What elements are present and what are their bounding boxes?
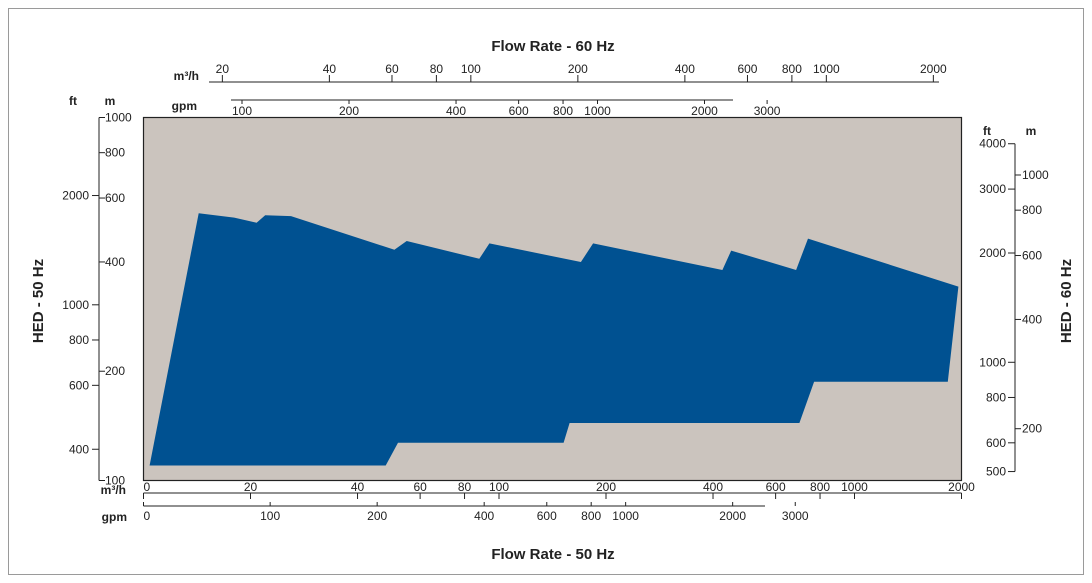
- tick-label-top-m3h-40: 40: [323, 62, 337, 76]
- tick-label-bottom-m3h-80: 80: [458, 480, 472, 494]
- tick-label-right-m-800: 800: [1022, 203, 1042, 217]
- top-m3h-unit-label: m³/h: [174, 69, 199, 83]
- tick-label-left-m-1000: 1000: [105, 111, 132, 125]
- tick-label-right-m-1000: 1000: [1022, 168, 1049, 182]
- tick-label-bottom-m3h-800: 800: [810, 480, 830, 494]
- tick-label-bottom-m3h-20: 20: [244, 480, 258, 494]
- tick-label-right-ft-3000: 3000: [979, 182, 1006, 196]
- tick-label-top-gpm-400: 400: [446, 104, 466, 118]
- chart-frame: Flow Rate - 60 Hz Flow Rate - 50 Hz HED …: [8, 8, 1084, 575]
- tick-label-left-m-200: 200: [105, 364, 125, 378]
- bottom-axis-title: Flow Rate - 50 Hz: [491, 546, 614, 563]
- right-axis-title: HED - 60 Hz: [1058, 259, 1075, 343]
- tick-label-top-gpm-200: 200: [339, 104, 359, 118]
- tick-label-bottom-gpm-400: 400: [474, 509, 494, 523]
- tick-label-left-ft-400: 400: [69, 442, 89, 456]
- tick-label-left-m-400: 400: [105, 255, 125, 269]
- tick-label-left-m-600: 600: [105, 191, 125, 205]
- tick-label-bottom-m3h-40: 40: [351, 480, 365, 494]
- performance-coverage-area: [149, 213, 959, 466]
- tick-label-top-m3h-2000: 2000: [920, 62, 947, 76]
- tick-label-left-m-100: 100: [105, 474, 125, 488]
- tick-label-top-gpm-100: 100: [232, 104, 252, 118]
- tick-label-top-m3h-100: 100: [461, 62, 481, 76]
- pump-performance-chart: Flow Rate - 60 Hz Flow Rate - 50 Hz HED …: [30, 38, 1075, 563]
- tick-label-bottom-gpm-0: 0: [144, 509, 151, 523]
- tick-label-right-ft-600: 600: [986, 436, 1006, 450]
- tick-label-bottom-m3h-400: 400: [703, 480, 723, 494]
- bottom-gpm-unit-label: gpm: [102, 510, 127, 524]
- tick-label-top-gpm-600: 600: [509, 104, 529, 118]
- left-ft-unit-label: ft: [69, 94, 77, 108]
- tick-label-top-gpm-2000: 2000: [691, 104, 718, 118]
- tick-label-left-ft-800: 800: [69, 333, 89, 347]
- tick-label-top-gpm-800: 800: [553, 104, 573, 118]
- tick-label-right-ft-800: 800: [986, 390, 1006, 404]
- tick-label-right-m-600: 600: [1022, 249, 1042, 263]
- tick-label-left-m-800: 800: [105, 146, 125, 160]
- tick-label-bottom-gpm-3000: 3000: [782, 509, 809, 523]
- tick-label-bottom-gpm-2000: 2000: [719, 509, 746, 523]
- tick-label-top-gpm-3000: 3000: [754, 104, 781, 118]
- tick-label-top-m3h-400: 400: [675, 62, 695, 76]
- tick-label-right-m-200: 200: [1022, 422, 1042, 436]
- tick-label-top-m3h-800: 800: [782, 62, 802, 76]
- tick-label-bottom-m3h-600: 600: [766, 480, 786, 494]
- tick-label-top-m3h-200: 200: [568, 62, 588, 76]
- tick-label-bottom-m3h-2000: 2000: [948, 480, 975, 494]
- tick-label-left-ft-600: 600: [69, 378, 89, 392]
- tick-label-left-ft-1000: 1000: [62, 298, 89, 312]
- tick-label-bottom-m3h-1000: 1000: [841, 480, 868, 494]
- tick-label-top-m3h-20: 20: [216, 62, 230, 76]
- tick-label-right-ft-4000: 4000: [979, 137, 1006, 151]
- tick-label-right-m-400: 400: [1022, 312, 1042, 326]
- left-axis-title: HED - 50 Hz: [30, 259, 47, 343]
- tick-label-bottom-gpm-800: 800: [581, 509, 601, 523]
- right-m-unit-label: m: [1026, 124, 1037, 138]
- tick-label-right-ft-1000: 1000: [979, 355, 1006, 369]
- tick-label-bottom-gpm-200: 200: [367, 509, 387, 523]
- tick-label-left-ft-2000: 2000: [62, 189, 89, 203]
- tick-label-bottom-gpm-600: 600: [537, 509, 557, 523]
- tick-label-top-m3h-1000: 1000: [813, 62, 840, 76]
- left-m-unit-label: m: [105, 94, 116, 108]
- tick-label-top-m3h-80: 80: [430, 62, 444, 76]
- tick-label-top-m3h-60: 60: [385, 62, 399, 76]
- top-gpm-unit-label: gpm: [172, 99, 197, 113]
- tick-label-bottom-m3h-0: 0: [144, 480, 151, 494]
- bottom-m3h-unit-label: m³/h: [101, 483, 126, 497]
- tick-label-right-ft-500: 500: [986, 465, 1006, 479]
- tick-label-right-ft-2000: 2000: [979, 246, 1006, 260]
- tick-label-bottom-m3h-60: 60: [413, 480, 427, 494]
- tick-label-top-gpm-1000: 1000: [584, 104, 611, 118]
- tick-label-bottom-gpm-1000: 1000: [612, 509, 639, 523]
- right-ft-unit-label: ft: [983, 124, 991, 138]
- top-axis-title: Flow Rate - 60 Hz: [491, 38, 614, 55]
- tick-label-top-m3h-600: 600: [737, 62, 757, 76]
- tick-label-bottom-gpm-100: 100: [260, 509, 280, 523]
- tick-label-bottom-m3h-200: 200: [596, 480, 616, 494]
- tick-label-bottom-m3h-100: 100: [489, 480, 509, 494]
